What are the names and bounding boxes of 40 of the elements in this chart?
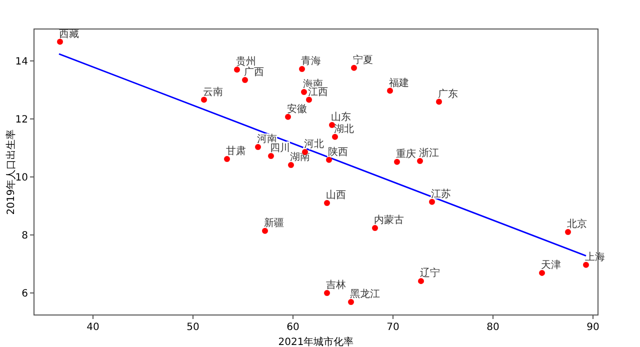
annotation: 新疆 bbox=[264, 216, 284, 229]
annotation: 安徽 bbox=[287, 102, 307, 115]
annotation: 湖北 bbox=[334, 122, 354, 135]
annotation: 福建 bbox=[389, 76, 409, 89]
y-tick-label: 14 bbox=[15, 56, 28, 68]
annotation: 宁夏 bbox=[353, 54, 373, 66]
annotation: 浙江 bbox=[419, 146, 439, 159]
y-tick-label: 10 bbox=[15, 172, 28, 184]
annotation: 黑龙江 bbox=[350, 288, 380, 300]
y-tick-label: 12 bbox=[15, 114, 28, 126]
x-axis-title: 2021年城市化率 bbox=[278, 336, 354, 347]
annotation: 内蒙古 bbox=[374, 214, 404, 226]
annotation: 陕西 bbox=[328, 146, 348, 158]
x-tick-label: 60 bbox=[286, 322, 300, 333]
y-tick-label: 6 bbox=[22, 288, 28, 300]
annotation: 辽宁 bbox=[420, 267, 440, 280]
annotation: 江西 bbox=[308, 86, 328, 98]
annotation: 西藏 bbox=[59, 28, 79, 40]
x-tick-label: 80 bbox=[486, 322, 500, 333]
x-tick-label: 90 bbox=[586, 322, 600, 333]
y-axis-title: 2019年人口出生率 bbox=[5, 129, 17, 215]
x-tick-label: 40 bbox=[86, 322, 100, 333]
annotation: 贵州 bbox=[236, 56, 256, 68]
annotation: 广西 bbox=[244, 66, 264, 78]
annotation: 江苏 bbox=[431, 188, 451, 200]
annotation: 山西 bbox=[326, 189, 346, 202]
annotation: 天津 bbox=[541, 258, 561, 271]
annotation: 云南 bbox=[203, 86, 223, 98]
annotation: 四川 bbox=[270, 142, 290, 154]
annotation: 河北 bbox=[304, 138, 324, 150]
annotation: 山东 bbox=[331, 111, 351, 124]
y-tick-label: 8 bbox=[22, 230, 28, 242]
annotation: 吉林 bbox=[326, 278, 346, 291]
x-tick-label: 70 bbox=[386, 322, 400, 333]
x-tick-label: 50 bbox=[186, 322, 200, 333]
annotation: 重庆 bbox=[396, 148, 416, 160]
annotation: 北京 bbox=[567, 218, 587, 230]
annotation: 广东 bbox=[438, 88, 458, 100]
annotation: 甘肃 bbox=[226, 144, 246, 157]
annotation: 青海 bbox=[301, 55, 321, 68]
